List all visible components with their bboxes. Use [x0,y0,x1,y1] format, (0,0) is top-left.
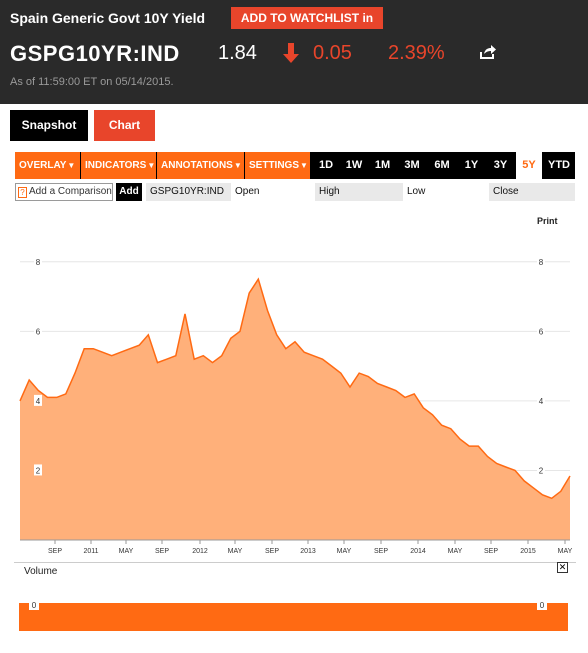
range-1d[interactable]: 1D [313,152,339,179]
compare-row: ? Add a Comparison Add GSPG10YR:IND Open… [15,182,575,204]
ticker-symbol: GSPG10YR:IND [10,41,180,66]
menu-label: SETTINGS [249,160,300,171]
y-tick-bg [34,255,42,267]
volume-tick-left: 0 [29,601,39,610]
close-icon[interactable]: ✕ [557,562,568,573]
chevron-down-icon: ▼ [67,161,76,170]
y-tick-label: 2 [539,466,544,475]
down-arrow-icon [283,43,299,63]
x-tick-label: 2012 [192,548,208,555]
chevron-down-icon: ▼ [300,161,308,170]
x-tick-label: 2014 [410,548,426,555]
y-tick-bg [537,464,545,476]
y-tick-label: 6 [36,327,41,336]
x-tick-label: SEP [265,548,279,555]
page-title: Spain Generic Govt 10Y Yield [10,10,206,26]
menu-label: ANNOTATIONS [161,160,233,171]
range-6m[interactable]: 6M [428,152,456,179]
x-tick-label: 2013 [300,548,316,555]
add-to-watchlist-button[interactable]: ADD TO WATCHLIST in [231,7,383,29]
view-tabs [0,104,588,144]
x-tick-label: 2015 [520,548,536,555]
y-tick-bg [537,255,545,267]
chevron-down-icon: ▼ [233,161,242,170]
chevron-down-icon: ▼ [147,161,156,170]
x-tick-label: SEP [374,548,388,555]
price-change: 0.05 [313,42,352,64]
ticker-field: GSPG10YR:IND [146,183,231,201]
x-tick-label: MAY [337,548,352,555]
x-tick-label: MAY [228,548,243,555]
compare-input[interactable]: ? Add a Comparison [15,183,113,201]
x-tick-label: 2011 [83,548,98,555]
y-tick-label: 4 [539,397,544,406]
close-field: Close [489,183,575,201]
y-tick-label: 6 [539,327,544,336]
series-line [19,277,571,500]
menu-settings[interactable]: SETTINGS▼ [245,152,310,179]
last-price: 1.84 [218,42,257,64]
low-field: Low [403,183,489,201]
menu-label: OVERLAY [19,160,67,171]
tab-snapshot[interactable]: Snapshot [10,110,88,141]
volume-bar [19,603,568,631]
y-tick-bg [537,325,545,337]
range-1w[interactable]: 1W [341,152,367,179]
y-tick-bg [34,325,42,337]
range-1y[interactable]: 1Y [458,152,485,179]
tab-chart[interactable]: Chart [94,110,155,141]
y-tick-label: 8 [539,258,544,267]
range-ytd[interactable]: YTD [544,152,574,179]
print-button[interactable]: Print [537,216,558,226]
y-tick-label: 4 [36,397,41,406]
high-field: High [315,183,403,201]
volume-tick-right: 0 [537,601,547,610]
y-tick-bg [34,394,42,406]
menu-overlay[interactable]: OVERLAY▼ [15,152,80,179]
range-3y[interactable]: 3Y [487,152,514,179]
x-tick-label: SEP [48,548,62,555]
x-tick-label: MAY [448,548,463,555]
compare-placeholder: Add a Comparison [29,186,112,197]
y-tick-label: 2 [36,466,41,475]
as-of-timestamp: As of 11:59:00 ET on 05/14/2015. [10,76,174,88]
range-1m[interactable]: 1M [369,152,396,179]
range-5y[interactable]: 5Y [516,152,542,179]
help-icon[interactable]: ? [18,187,27,198]
y-tick-bg [34,464,42,476]
series-area [20,279,570,540]
volume-label: Volume [24,566,58,577]
y-tick-bg [537,394,545,406]
share-icon[interactable] [479,44,497,60]
x-tick-label: SEP [155,548,169,555]
menu-indicators[interactable]: INDICATORS▼ [81,152,156,179]
x-tick-label: MAY [119,548,134,555]
yield-chart[interactable]: 2244668822446688SEP2011MAYSEP2012MAYSEP2… [14,207,576,557]
x-tick-label: SEP [484,548,498,555]
x-tick-label: MAY [558,548,573,555]
range-3m[interactable]: 3M [398,152,426,179]
open-field: Open [231,183,315,201]
volume-panel [14,562,576,634]
percent-change: 2.39% [388,42,445,64]
add-comparison-button[interactable]: Add [116,183,142,201]
menu-annotations[interactable]: ANNOTATIONS▼ [157,152,244,179]
menu-label: INDICATORS [85,160,147,171]
y-tick-label: 8 [36,258,41,267]
